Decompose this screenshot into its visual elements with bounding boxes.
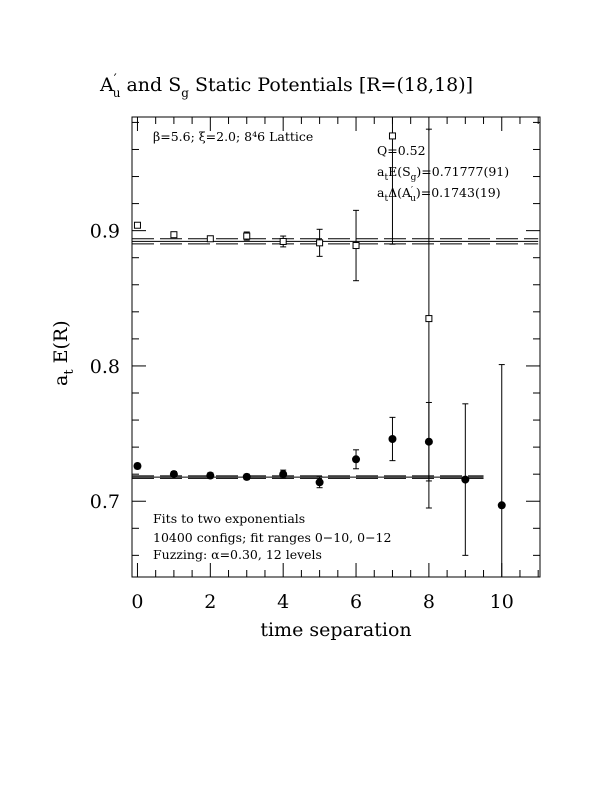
es-a: a	[377, 164, 385, 179]
data-point-square	[279, 237, 287, 245]
annotation-configs: 10400 configs; fit ranges 0−10, 0−12	[153, 530, 391, 545]
x-tick-label: 0	[131, 591, 143, 613]
title-s-sub: g	[181, 86, 189, 100]
annotation-energy-sg: atE(Sg)=0.71777(91)	[377, 164, 509, 183]
data-point-square	[243, 232, 251, 240]
data-point-square	[316, 239, 324, 247]
title-a-sub: u	[113, 86, 121, 100]
es-a-sub: t	[384, 173, 388, 183]
data-point-circle	[206, 471, 215, 480]
annotation-lattice: β=5.6; ξ=2.0; 8⁴6 Lattice	[153, 129, 313, 144]
data-point-circle	[279, 470, 288, 479]
data-point-circle	[461, 475, 470, 484]
tick-labels: 0 2 4 6 8 10 0.7 0.8 0.9	[90, 221, 514, 613]
data-points	[133, 117, 506, 577]
title-a-prime: ′	[114, 72, 117, 87]
annotation-gap-au: atΔ(A′ u)=0.1743(19)	[377, 185, 501, 204]
title-rest: Static Potentials [R=(18,18)]	[189, 74, 473, 96]
es-s-sub: g	[411, 173, 417, 183]
annotation-q: Q=0.52	[377, 143, 426, 158]
data-point-circle	[133, 462, 142, 471]
x-axis-label: time separation	[260, 619, 411, 641]
x-tick-label: 2	[204, 591, 216, 613]
axis-ticks	[132, 117, 540, 577]
ea-rest: )=0.1743(19)	[416, 185, 501, 200]
data-point-square	[133, 221, 141, 229]
y-tick-label: 0.8	[90, 356, 120, 378]
ylabel-a: a	[50, 375, 72, 386]
data-point-circle	[315, 478, 324, 487]
ea-u-prime: ′	[411, 186, 413, 196]
annotation-fits: Fits to two exponentials	[153, 511, 305, 526]
data-point-square	[388, 132, 396, 140]
ea-u-sub: u	[410, 194, 416, 204]
plot-frame	[131, 116, 541, 578]
data-point-circle	[169, 470, 178, 479]
ea-a-sub: t	[384, 194, 388, 204]
es-rest: )=0.71777(91)	[416, 164, 509, 179]
data-point-square	[206, 235, 214, 243]
y-tick-label: 0.7	[90, 491, 120, 513]
x-tick-label: 4	[277, 591, 289, 613]
ylabel-sub: t	[62, 369, 77, 375]
x-tick-label: 8	[423, 591, 435, 613]
ea-mid: Δ(A	[388, 185, 412, 200]
annotation-fuzzing: Fuzzing: α=0.30, 12 levels	[153, 547, 322, 562]
title-mid: and S	[120, 74, 181, 96]
fit-lines	[132, 238, 539, 479]
y-tick-label: 0.9	[90, 221, 120, 243]
x-tick-label: 10	[490, 591, 514, 613]
data-point-circle	[352, 455, 361, 464]
data-point-circle	[388, 435, 397, 443]
data-point-square	[425, 315, 433, 323]
chart-title: A′ u and Sg Static Potentials [R=(18,18)]	[99, 72, 473, 100]
y-axis-label: at E(R)	[50, 320, 77, 386]
data-point-circle	[497, 501, 506, 510]
data-point-square	[170, 231, 178, 239]
es-mid: E(S	[388, 164, 411, 179]
ylabel-rest: E(R)	[50, 320, 72, 369]
title-a: A	[99, 74, 114, 96]
data-point-circle	[424, 437, 433, 446]
ea-a: a	[377, 185, 385, 200]
x-tick-label: 6	[350, 591, 362, 613]
data-point-square	[352, 242, 360, 250]
data-point-circle	[242, 472, 251, 481]
